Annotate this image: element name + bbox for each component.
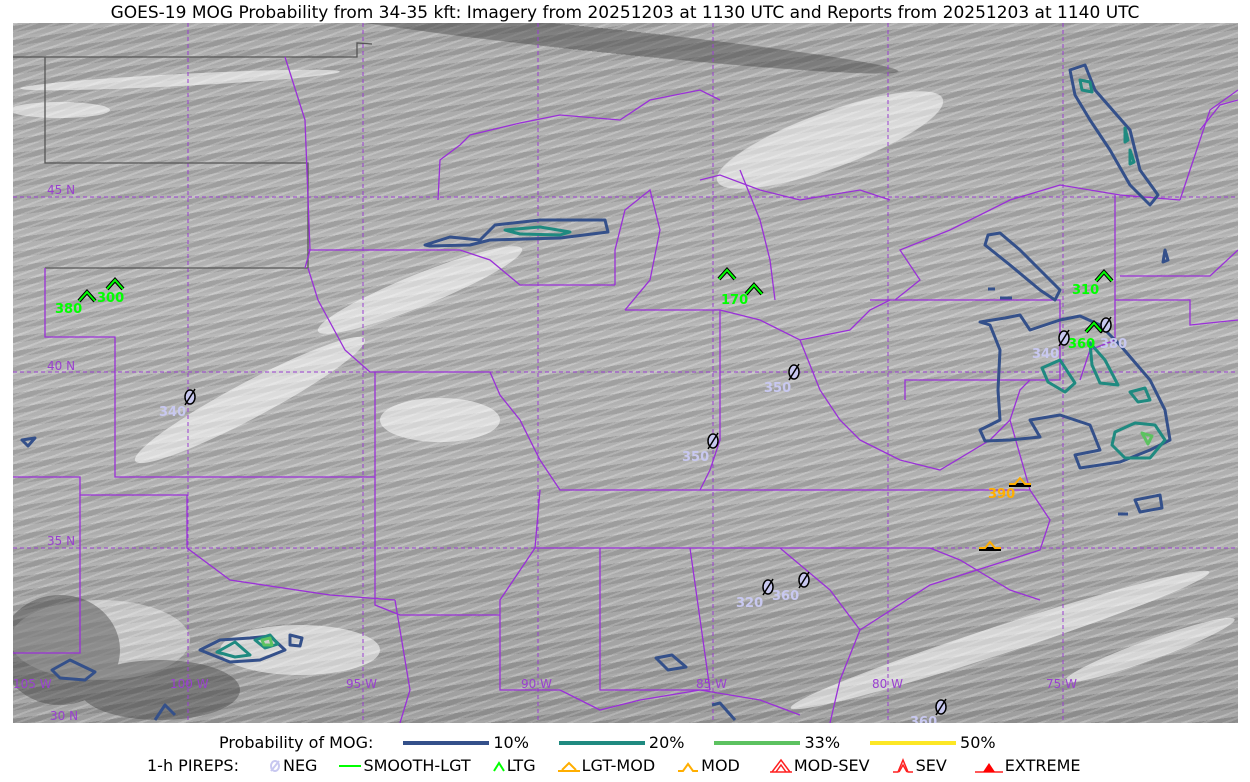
pirep-reports: 380 300 170 310 360 340 380 340 350 350 320 360 360 3…	[55, 266, 1127, 723]
neg-icon-slash	[1058, 329, 1070, 347]
lon-label: 105 W	[13, 677, 52, 691]
pirep-altitude-label: 340	[1032, 347, 1059, 362]
neg-icon-slash	[1100, 316, 1112, 334]
pirep-neg[interactable]: 360	[772, 571, 810, 604]
lon-label: 90 W	[521, 677, 552, 691]
pirep-lgt-mod[interactable]: 390	[988, 476, 1031, 502]
contour-10pct	[20, 63, 1172, 721]
pirep-altitude-label: 350	[682, 450, 709, 465]
smooth-lgt-icon	[339, 764, 362, 767]
legend-swatch-20	[558, 740, 645, 745]
lon-label: 75 W	[1046, 677, 1077, 691]
lgt-mod-icon	[1009, 476, 1031, 485]
pirep-altitude-label: 350	[764, 381, 791, 396]
lat-label: 45 N	[47, 183, 75, 197]
pirep-altitude-label: 310	[1072, 283, 1099, 298]
probability-legend: Probability of MOG: 10% 20% 33% 50%	[219, 733, 996, 752]
lon-label: 80 W	[872, 677, 903, 691]
probability-legend-title: Probability of MOG:	[219, 733, 374, 752]
pirep-label-smooth-lgt: SMOOTH-LGT	[363, 756, 471, 775]
lgt-mod-icon	[979, 540, 1001, 549]
pirep-altitude-label: 320	[736, 596, 763, 611]
legend-label-20: 20%	[648, 733, 685, 752]
dark-imagery	[13, 23, 899, 720]
pirep-altitude-label: 300	[97, 291, 124, 306]
legend-label-33: 33%	[804, 733, 841, 752]
mod-sev-icon	[769, 758, 792, 773]
pirep-altitude-label: 360	[1068, 337, 1095, 352]
pirep-legend-title: 1-h PIREPS:	[147, 756, 239, 775]
neg-icon	[269, 759, 280, 772]
mog-contours	[20, 63, 1172, 721]
pirep-neg[interactable]: 340	[1032, 329, 1070, 362]
pirep-label-extreme: EXTREME	[1004, 756, 1081, 775]
pirep-ltg[interactable]	[744, 281, 764, 296]
pirep-neg[interactable]: 350	[682, 432, 719, 465]
pirep-altitude-label: 340	[159, 405, 186, 420]
pirep-altitude-label: 170	[721, 293, 748, 308]
neg-icon-slash	[707, 432, 719, 450]
neg-icon-slash	[798, 571, 810, 589]
pirep-altitude-label: 380	[1100, 337, 1127, 352]
pirep-label-mod-sev: MOD-SEV	[793, 756, 870, 775]
pirep-neg[interactable]: 350	[764, 363, 800, 396]
neg-icon-slash	[788, 363, 800, 381]
ltg-icon-inner	[78, 290, 96, 302]
lat-label: 40 N	[47, 359, 75, 373]
legend-label-50: 50%	[960, 733, 996, 752]
pirep-label-lgt-mod: LGT-MOD	[581, 756, 656, 775]
legend-swatch-10	[403, 740, 490, 745]
legend-swatch-50	[870, 740, 957, 745]
state-borders	[13, 42, 1238, 723]
pirep-ltg[interactable]: 310	[1072, 268, 1114, 298]
pirep-label-mod: MOD	[701, 756, 740, 775]
pirep-neg[interactable]: 340	[159, 388, 196, 420]
pirep-neg[interactable]: 380	[1100, 316, 1127, 352]
ltg-icon-inner	[1085, 321, 1103, 333]
pirep-legend: 1-h PIREPS: NEG SMOOTH-LGT LTG LGT-MOD M…	[147, 756, 1080, 775]
ltg-icon-inner	[718, 268, 736, 280]
pirep-neg[interactable]: 320	[736, 578, 774, 611]
satellite-map: 45 N 40 N 35 N 30 N 105 W 100 W 95 W 90 …	[13, 23, 1238, 723]
map-overlay: 45 N 40 N 35 N 30 N 105 W 100 W 95 W 90 …	[13, 23, 1238, 723]
pirep-label-sev: SEV	[915, 756, 947, 775]
neg-icon-slash	[762, 578, 774, 596]
lon-label: 100 W	[170, 677, 209, 691]
cloud-imagery	[13, 69, 1235, 710]
lon-label: 95 W	[346, 677, 377, 691]
lat-label: 35 N	[47, 534, 75, 548]
pirep-lgt-mod[interactable]	[979, 540, 1001, 551]
neg-icon-slash	[935, 698, 947, 716]
pirep-ltg[interactable]: 360	[1068, 319, 1104, 352]
legend-swatch-33	[714, 740, 801, 745]
mod-icon	[678, 761, 699, 772]
ltg-icon	[492, 760, 505, 772]
neg-icon-slash	[184, 388, 196, 406]
lon-label: 85 W	[696, 677, 727, 691]
pirep-neg[interactable]: 360	[910, 698, 947, 723]
lat-label: 30 N	[50, 709, 78, 723]
pirep-altitude-label: 360	[910, 715, 937, 723]
legend-label-10: 10%	[493, 733, 529, 752]
pirep-ltg[interactable]: 380	[55, 288, 97, 317]
sev-icon	[892, 757, 913, 773]
pirep-altitude-label: 380	[55, 302, 82, 317]
ltg-icon-inner	[106, 278, 124, 290]
pirep-altitude-label: 390	[988, 487, 1015, 502]
pirep-ltg[interactable]: 170	[717, 266, 748, 308]
extreme-icon	[974, 762, 1003, 773]
ltg-icon-inner	[745, 283, 763, 295]
contour-33pct	[260, 431, 1154, 647]
ltg-icon-inner	[1095, 270, 1113, 282]
pirep-label-neg: NEG	[282, 756, 318, 775]
pirep-label-ltg: LTG	[506, 756, 536, 775]
figure-title: GOES-19 MOG Probability from 34-35 kft: …	[110, 3, 1140, 23]
lgt-mod-icon	[557, 761, 580, 772]
pirep-altitude-label: 360	[772, 589, 799, 604]
pirep-ltg[interactable]: 300	[97, 276, 125, 306]
contour-20pct	[215, 78, 1167, 659]
